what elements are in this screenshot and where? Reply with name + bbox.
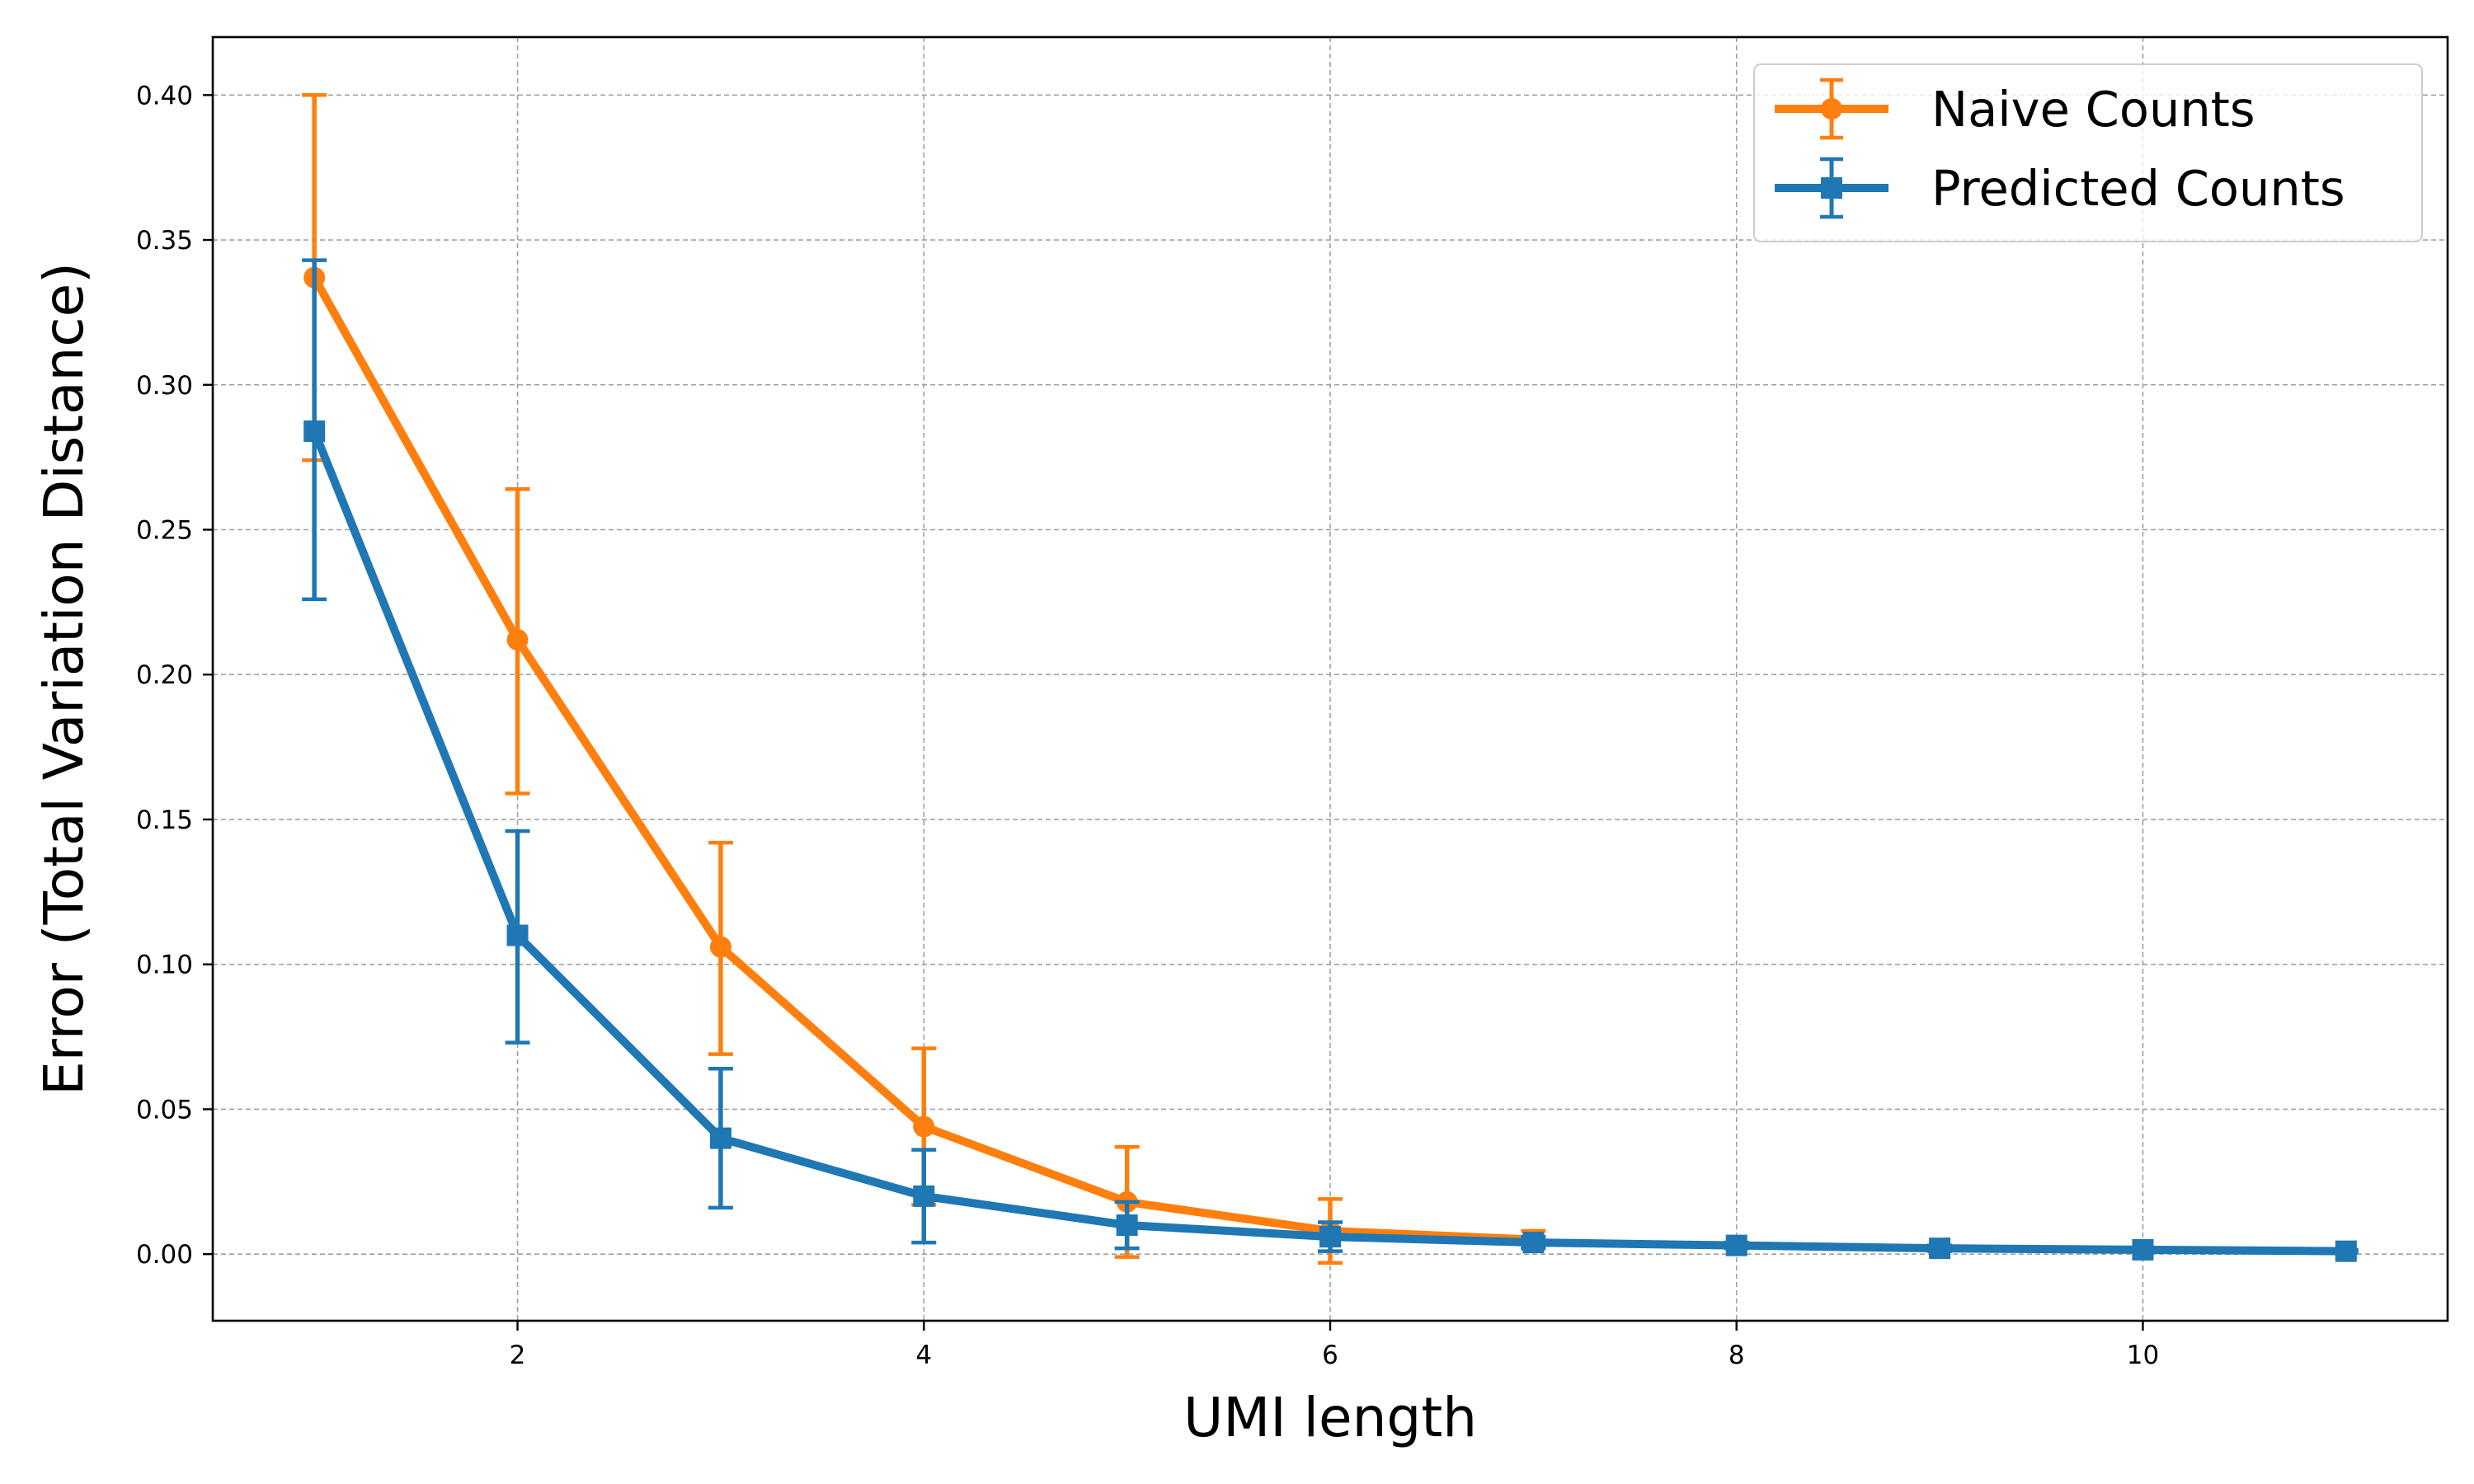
legend-marker-shape [1821,177,1842,199]
data-point [303,420,326,442]
legend-item-naive-counts: Naive Counts [1775,77,2255,140]
data-point [709,936,731,958]
y-tick-label: 0.25 [136,515,193,545]
legend-item-predicted-counts: Predicted Counts [1775,157,2345,219]
data-point [1522,1232,1545,1254]
legend-label-predicted-counts: Predicted Counts [1931,160,2345,217]
legend-box [1753,63,2423,242]
data-point [2335,1240,2357,1262]
y-tick-label: 0.10 [136,951,193,980]
axis-ticks: 2 4 6 8 10 0.00 0.05 0.10 0.15 0.20 0.25 0.30 0.35 0.… [136,81,2159,1370]
data-point [1116,1214,1138,1237]
y-tick-label: 0.30 [136,371,193,401]
data-point [506,629,529,651]
data-point [506,924,529,946]
data-point [913,1115,935,1138]
x-tick-label: 10 [2127,1341,2159,1370]
legend-label-naive-counts: Naive Counts [1931,81,2255,138]
x-tick-label: 6 [1322,1341,1338,1370]
data-point [913,1185,935,1207]
data-point [2132,1238,2154,1261]
y-tick-label: 0.20 [136,660,193,690]
data-point [1929,1237,1951,1260]
legend-marker-naive-counts [1775,77,1888,140]
legend: Naive Counts Predicted Counts [1753,63,2423,242]
y-axis-label: Error (Total Variation Distance) [32,262,96,1096]
x-tick-label: 8 [1729,1341,1745,1370]
legend-marker-shape [1821,98,1842,120]
x-tick-label: 2 [510,1341,526,1370]
data-series [302,93,2359,1265]
y-tick-label: 0.35 [136,226,193,256]
data-point [1319,1226,1341,1248]
x-axis-label: UMI length [1183,1386,1477,1449]
y-tick-label: 0.05 [136,1095,193,1125]
y-tick-label: 0.15 [136,805,193,835]
data-point [1725,1234,1747,1256]
grid-lines [213,37,2448,1321]
y-tick-label: 0.40 [136,81,193,110]
series-predicted-counts [302,258,2359,1262]
x-tick-label: 4 [915,1341,932,1370]
legend-marker-predicted-counts [1775,157,1888,219]
plot-area-frame [211,35,2449,1322]
data-point [709,1127,731,1149]
y-tick-label: 0.00 [136,1240,193,1270]
